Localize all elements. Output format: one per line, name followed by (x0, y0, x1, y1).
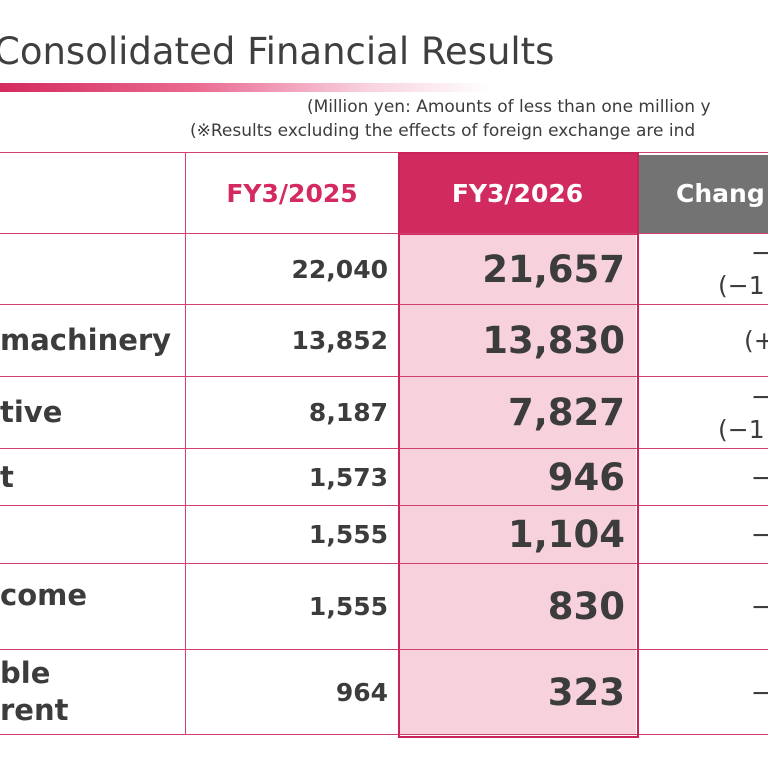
change-value: − (751, 520, 768, 549)
row-label: machinery (0, 323, 172, 357)
fy2025-value: 1,555 (308, 520, 388, 549)
unit-note: (Million yen: Amounts of less than one m… (307, 97, 711, 117)
fy2026-value: 323 (547, 670, 625, 714)
table-top-border (0, 152, 768, 153)
table-bottom-border (0, 734, 768, 735)
fy2025-value: 22,040 (291, 254, 388, 284)
fy2025-value: 13,852 (291, 326, 388, 355)
fy2026-column-frame (398, 152, 639, 738)
fy2026-value: 7,827 (507, 391, 625, 434)
row-label: tive (0, 395, 63, 429)
row-label: come (0, 578, 87, 612)
header-fy2026: FY3/2026 (451, 178, 584, 208)
header-change: Chang (676, 178, 765, 208)
row-divider (0, 563, 768, 564)
change-header-background (639, 155, 768, 233)
change-value: − (751, 462, 768, 492)
change-value: − (751, 592, 768, 621)
row-divider (0, 649, 768, 650)
page-title: Consolidated Financial Results (0, 30, 555, 73)
fy2025-value: 964 (335, 677, 388, 707)
row-divider (0, 376, 768, 377)
change-value: (+ (744, 326, 768, 355)
fx-note: (※Results excluding the effects of forei… (190, 121, 696, 141)
fy2026-header-background (398, 152, 637, 235)
change-value: − (751, 677, 768, 707)
fy2026-column-highlight (399, 235, 636, 734)
row-divider (0, 448, 768, 449)
fy2026-value: 946 (547, 455, 625, 499)
header-fy2025: FY3/2025 (226, 178, 358, 208)
fy2025-value: 1,573 (308, 462, 388, 492)
row-divider (0, 233, 768, 234)
fy2026-value: 1,104 (507, 513, 625, 556)
row-label (0, 506, 184, 563)
fy2025-value: 8,187 (308, 398, 388, 427)
fy2026-value: 830 (547, 585, 625, 628)
fy2026-value: 21,657 (482, 247, 625, 291)
column-divider (185, 152, 186, 735)
change-value: − (−1 (718, 381, 768, 444)
change-value: − (−1 (718, 238, 768, 300)
row-label (0, 234, 184, 304)
fy2025-value: 1,555 (308, 592, 388, 621)
row-label: t (0, 459, 14, 494)
row-label: ble rent (0, 656, 69, 727)
row-divider (0, 505, 768, 506)
fy2026-value: 13,830 (482, 319, 625, 362)
row-divider (0, 304, 768, 305)
title-underline-bar (0, 83, 490, 92)
